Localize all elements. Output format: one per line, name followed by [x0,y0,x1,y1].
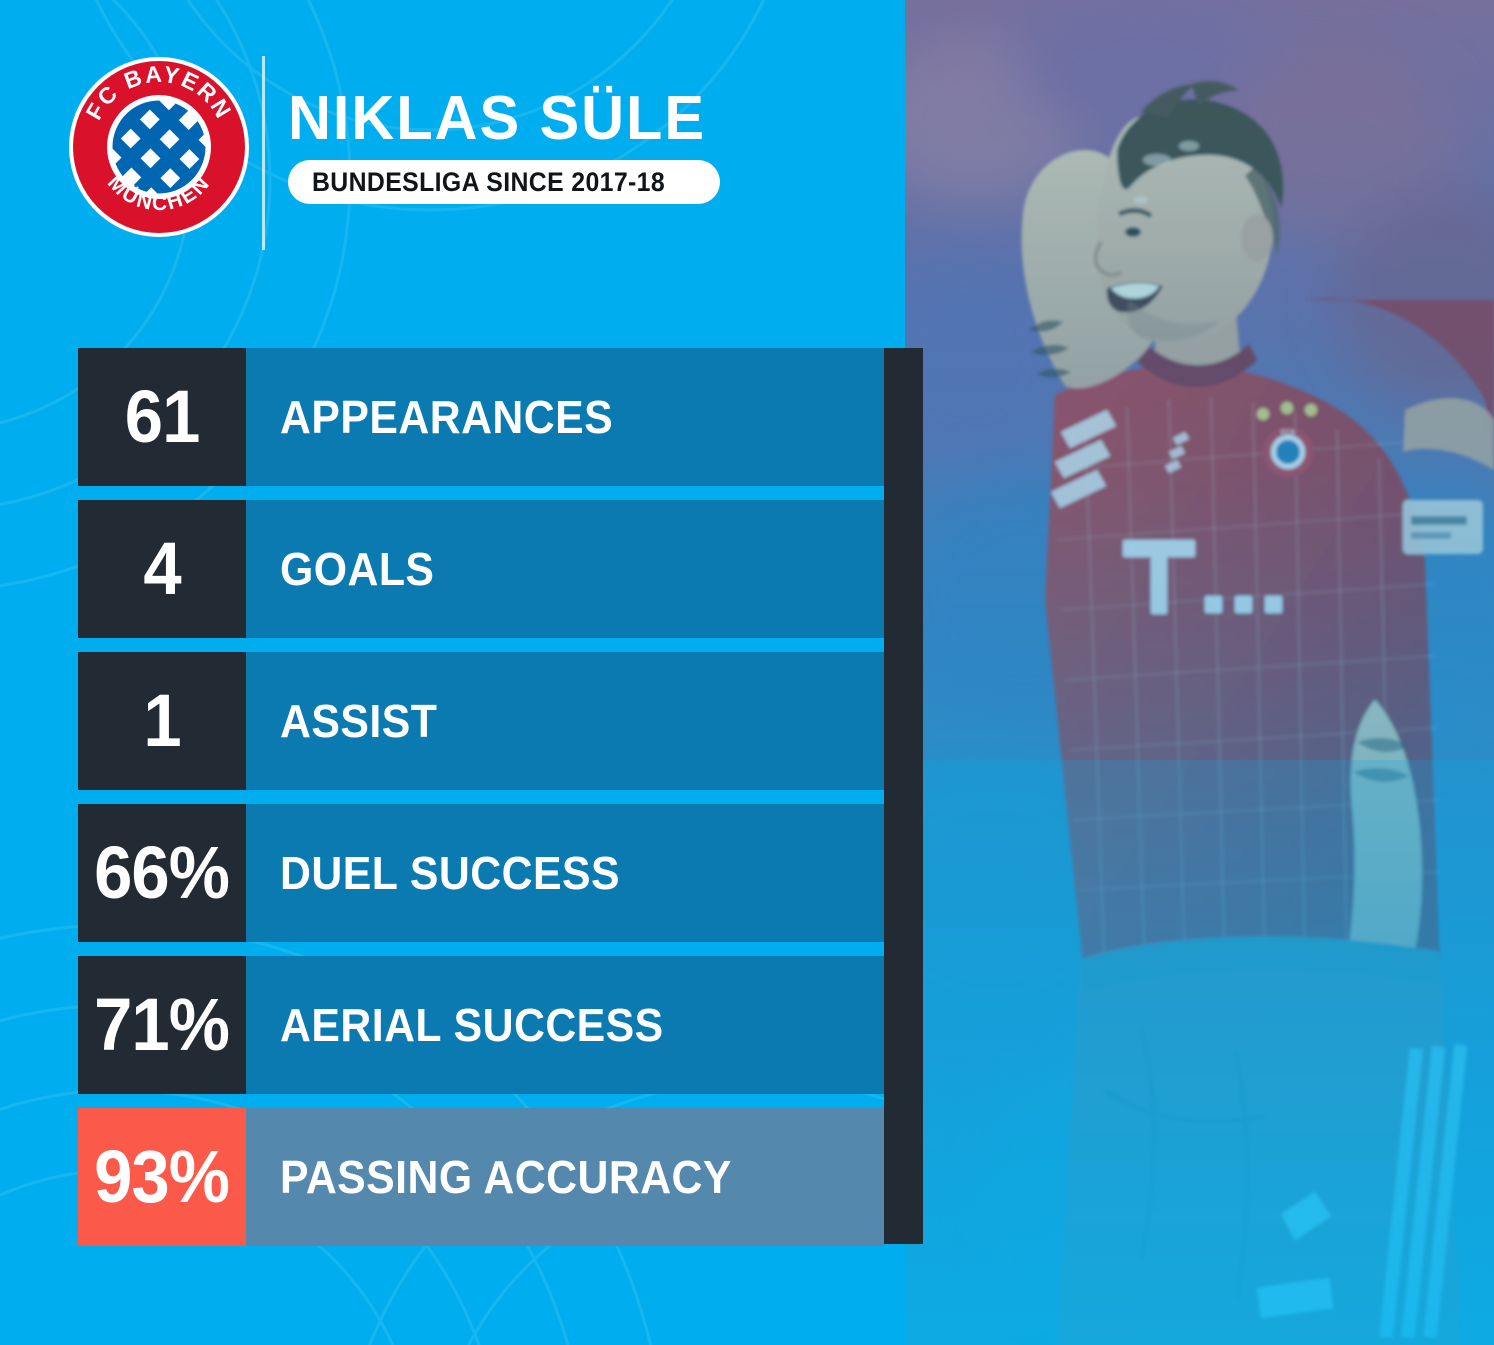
stat-bar: APPEARANCES [246,348,884,486]
stat-value: 1 [143,679,181,762]
stat-label: GOALS [280,543,435,595]
stat-label: ASSIST [280,695,438,747]
stat-value: 71% [94,983,231,1066]
stat-bar: GOALS [246,500,884,638]
player-photo: FCB [905,0,1494,1345]
page-title: NIKLAS SÜLE [288,84,706,153]
stat-row: 66% DUEL SUCCESS [78,804,884,942]
stats-panel: 61 APPEARANCES 4 GOALS 1 ASSIST 66% DUEL SUCCES… [78,348,923,1246]
stat-value: 61 [124,375,201,458]
stat-bar: PASSING ACCURACY [246,1108,884,1246]
stat-row: 4 GOALS [78,500,884,638]
stat-value: 4 [143,527,181,610]
stat-row: 93% PASSING ACCURACY [78,1108,884,1246]
stat-row: 1 ASSIST [78,652,884,790]
stat-value-box: 71% [78,956,246,1094]
stat-value-box: 1 [78,652,246,790]
stat-row: 61 APPEARANCES [78,348,884,486]
stat-label: PASSING ACCURACY [280,1151,732,1203]
stat-value-box: 4 [78,500,246,638]
subtitle-label: BUNDESLIGA SINCE 2017-18 [312,166,666,197]
stat-value-box: 66% [78,804,246,942]
photo-tint-overlay [905,0,1494,1345]
header-divider [262,56,265,250]
stat-value-box: 61 [78,348,246,486]
stat-label: APPEARANCES [280,391,614,443]
stat-bar: DUEL SUCCESS [246,804,884,942]
stat-value: 66% [94,831,231,914]
stat-row: 71% AERIAL SUCCESS [78,956,884,1094]
header: FC BAYERN MÜNCHEN NIKLAS SÜLE BUNDESLIGA… [0,0,905,300]
stats-backing-slab [884,348,923,1244]
stat-bar: ASSIST [246,652,884,790]
subtitle-badge: BUNDESLIGA SINCE 2017-18 [288,160,720,204]
stat-value-box: 93% [78,1108,246,1246]
stat-label: AERIAL SUCCESS [280,999,664,1051]
fc-bayern-crest-icon: FC BAYERN MÜNCHEN [68,56,250,238]
stat-value: 93% [94,1135,231,1218]
stat-bar: AERIAL SUCCESS [246,956,884,1094]
stat-label: DUEL SUCCESS [280,847,620,899]
